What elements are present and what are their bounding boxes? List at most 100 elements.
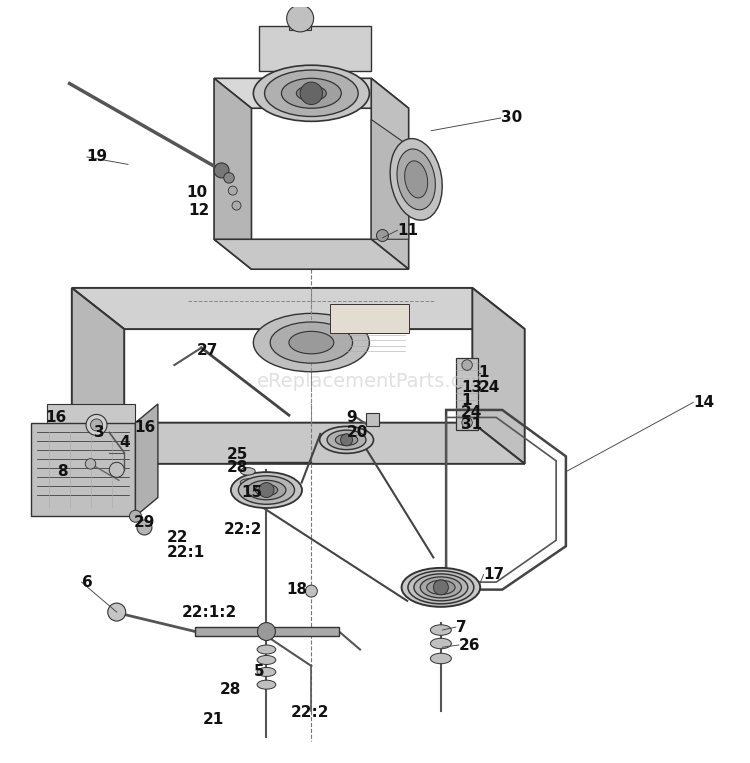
Circle shape	[433, 580, 448, 595]
Circle shape	[86, 459, 96, 469]
Ellipse shape	[257, 645, 276, 654]
Text: 28: 28	[226, 460, 248, 475]
Circle shape	[86, 414, 107, 436]
Text: 17: 17	[484, 567, 505, 582]
Ellipse shape	[257, 655, 276, 665]
Circle shape	[340, 434, 352, 446]
Polygon shape	[371, 120, 409, 240]
Text: 3: 3	[94, 425, 105, 440]
Ellipse shape	[281, 79, 341, 108]
Text: 14: 14	[693, 395, 714, 410]
Ellipse shape	[401, 568, 480, 607]
Circle shape	[259, 482, 274, 497]
Text: 22:1: 22:1	[167, 545, 206, 560]
Polygon shape	[366, 413, 379, 427]
Ellipse shape	[247, 481, 286, 500]
Ellipse shape	[390, 139, 442, 221]
Polygon shape	[472, 288, 525, 464]
Text: 22:2: 22:2	[224, 522, 262, 537]
Polygon shape	[72, 288, 525, 329]
Polygon shape	[136, 404, 158, 517]
Text: 15: 15	[242, 485, 262, 500]
Ellipse shape	[240, 468, 255, 475]
Polygon shape	[72, 423, 525, 464]
Text: 26: 26	[459, 638, 480, 652]
Text: 12: 12	[188, 203, 209, 218]
Text: 10: 10	[186, 185, 208, 201]
Ellipse shape	[238, 476, 295, 504]
Ellipse shape	[240, 479, 255, 486]
Text: 4: 4	[119, 436, 130, 450]
Polygon shape	[195, 627, 339, 636]
Polygon shape	[456, 358, 478, 430]
Polygon shape	[72, 288, 124, 464]
Circle shape	[91, 419, 103, 431]
Text: 1: 1	[461, 393, 472, 407]
Ellipse shape	[430, 639, 451, 649]
Ellipse shape	[231, 472, 302, 508]
Circle shape	[462, 360, 472, 370]
Polygon shape	[31, 423, 136, 517]
Text: 22:2: 22:2	[291, 705, 330, 720]
Polygon shape	[214, 79, 251, 269]
Text: 6: 6	[82, 575, 92, 590]
Circle shape	[224, 172, 234, 183]
Polygon shape	[214, 240, 409, 269]
Polygon shape	[289, 16, 311, 30]
Text: 31: 31	[461, 417, 482, 433]
Text: 13: 13	[461, 380, 482, 395]
Text: 22:1:2: 22:1:2	[182, 604, 237, 620]
Ellipse shape	[408, 571, 474, 604]
Text: 5: 5	[254, 665, 264, 680]
Ellipse shape	[296, 85, 326, 101]
Text: 21: 21	[202, 713, 224, 727]
Ellipse shape	[335, 434, 358, 446]
FancyBboxPatch shape	[330, 304, 409, 333]
Ellipse shape	[254, 314, 370, 372]
Text: 16: 16	[46, 410, 67, 425]
Circle shape	[376, 230, 388, 242]
Ellipse shape	[254, 65, 370, 121]
Text: 8: 8	[57, 464, 68, 479]
Ellipse shape	[420, 577, 461, 598]
Ellipse shape	[405, 161, 427, 198]
Text: 19: 19	[87, 150, 108, 164]
Text: 28: 28	[219, 682, 241, 697]
Text: 7: 7	[456, 620, 466, 635]
Text: 16: 16	[134, 420, 155, 436]
Ellipse shape	[414, 574, 468, 600]
Ellipse shape	[320, 427, 374, 453]
Circle shape	[108, 603, 126, 621]
Ellipse shape	[397, 149, 435, 210]
Text: 22: 22	[167, 530, 188, 545]
Circle shape	[137, 520, 152, 535]
Circle shape	[110, 462, 125, 478]
Text: 25: 25	[226, 447, 248, 462]
Circle shape	[257, 623, 275, 640]
Ellipse shape	[255, 485, 278, 496]
Ellipse shape	[289, 331, 334, 354]
Text: 1: 1	[478, 365, 489, 380]
Ellipse shape	[430, 625, 451, 636]
Ellipse shape	[427, 580, 455, 594]
Polygon shape	[371, 79, 409, 269]
Ellipse shape	[257, 668, 276, 677]
Circle shape	[462, 417, 472, 428]
Polygon shape	[259, 26, 371, 71]
Polygon shape	[214, 79, 409, 108]
Circle shape	[305, 585, 317, 597]
Circle shape	[130, 510, 142, 522]
Polygon shape	[47, 404, 136, 427]
Ellipse shape	[270, 322, 352, 363]
Text: 30: 30	[501, 111, 522, 125]
Circle shape	[228, 186, 237, 195]
Ellipse shape	[257, 680, 276, 689]
Text: 29: 29	[134, 515, 155, 530]
Circle shape	[300, 82, 322, 105]
Ellipse shape	[430, 653, 451, 664]
Ellipse shape	[327, 430, 366, 449]
Ellipse shape	[265, 70, 358, 117]
Text: 18: 18	[286, 582, 308, 597]
Text: 24: 24	[461, 405, 482, 420]
Circle shape	[214, 163, 229, 178]
